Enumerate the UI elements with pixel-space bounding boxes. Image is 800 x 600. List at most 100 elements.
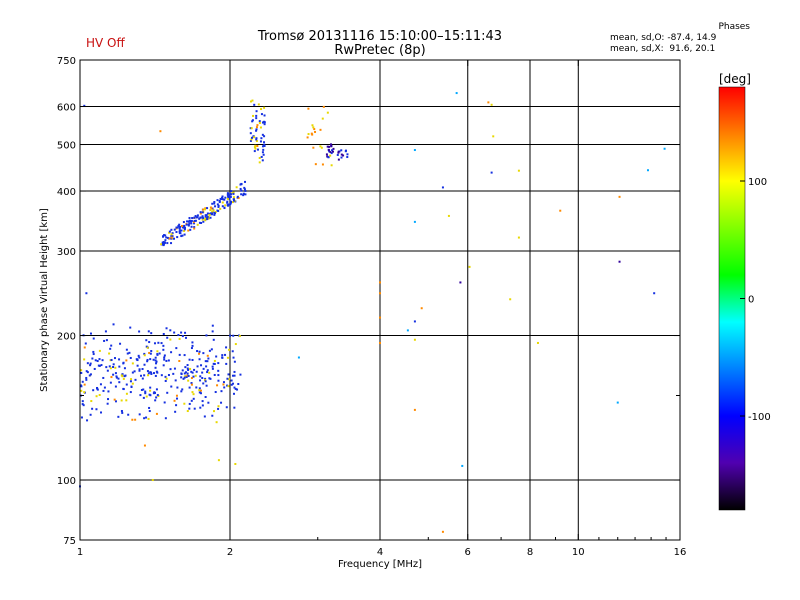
data-point bbox=[263, 141, 266, 144]
data-point bbox=[330, 152, 333, 155]
data-point bbox=[109, 367, 112, 370]
data-point bbox=[188, 407, 191, 410]
data-point bbox=[148, 410, 151, 413]
data-point bbox=[441, 186, 444, 189]
data-point bbox=[198, 350, 201, 353]
data-point bbox=[178, 225, 181, 228]
y-tick-label: 300 bbox=[57, 247, 76, 258]
data-point bbox=[232, 191, 235, 194]
data-point bbox=[311, 124, 314, 127]
data-point bbox=[490, 103, 493, 106]
data-point bbox=[646, 169, 649, 172]
data-point bbox=[255, 138, 258, 141]
data-point bbox=[213, 373, 216, 376]
data-point bbox=[254, 147, 257, 150]
data-point bbox=[95, 395, 98, 398]
data-point bbox=[106, 402, 109, 405]
data-point bbox=[173, 367, 176, 370]
data-point bbox=[216, 384, 219, 387]
data-point bbox=[263, 144, 266, 147]
data-point bbox=[166, 391, 169, 394]
data-point bbox=[165, 377, 168, 380]
data-point bbox=[137, 354, 140, 357]
data-point bbox=[251, 120, 254, 123]
data-point bbox=[190, 219, 193, 222]
data-point bbox=[192, 397, 195, 400]
data-point bbox=[237, 383, 240, 386]
data-point bbox=[221, 201, 224, 204]
data-point bbox=[198, 387, 201, 390]
data-point bbox=[128, 351, 131, 354]
data-point bbox=[253, 103, 256, 106]
data-point bbox=[89, 362, 92, 365]
data-point bbox=[340, 149, 343, 152]
data-point bbox=[258, 120, 261, 123]
data-point bbox=[91, 357, 94, 360]
data-point bbox=[117, 415, 120, 418]
data-point bbox=[86, 371, 89, 374]
data-point bbox=[306, 136, 309, 139]
data-point bbox=[114, 357, 117, 360]
data-point bbox=[213, 201, 216, 204]
data-point bbox=[188, 386, 191, 389]
data-point bbox=[206, 354, 209, 357]
data-point bbox=[217, 405, 220, 408]
x-tick-label: 6 bbox=[465, 547, 471, 558]
data-point bbox=[184, 375, 187, 378]
data-point bbox=[166, 242, 169, 245]
data-point bbox=[346, 153, 349, 156]
data-point bbox=[131, 382, 134, 385]
data-point bbox=[149, 352, 152, 355]
data-point bbox=[223, 206, 226, 209]
data-point bbox=[490, 171, 493, 174]
data-point bbox=[236, 388, 239, 391]
data-point bbox=[136, 359, 139, 362]
data-point bbox=[210, 213, 213, 216]
data-point bbox=[253, 146, 256, 149]
data-point bbox=[118, 381, 121, 384]
data-point bbox=[115, 375, 118, 378]
data-point bbox=[156, 371, 159, 374]
data-point bbox=[114, 385, 117, 388]
data-point bbox=[263, 114, 266, 117]
data-point bbox=[164, 239, 167, 242]
colorbar-tick-label: -100 bbox=[748, 412, 771, 423]
data-point bbox=[255, 126, 258, 129]
data-point bbox=[258, 121, 261, 124]
data-point bbox=[312, 126, 315, 129]
data-point bbox=[152, 372, 155, 375]
data-point bbox=[663, 147, 666, 150]
data-point bbox=[229, 195, 232, 198]
data-point bbox=[202, 217, 205, 220]
data-point bbox=[199, 379, 202, 382]
data-point bbox=[183, 228, 186, 231]
data-point bbox=[379, 281, 381, 284]
data-point bbox=[174, 379, 177, 382]
y-tick-label: 750 bbox=[57, 56, 76, 67]
data-point bbox=[230, 379, 233, 382]
data-point bbox=[122, 388, 125, 391]
colorbar-label: [deg] bbox=[719, 72, 751, 86]
data-point bbox=[120, 409, 123, 412]
data-point bbox=[143, 352, 146, 355]
data-point bbox=[129, 391, 132, 394]
data-point bbox=[198, 352, 201, 355]
data-point bbox=[172, 372, 175, 375]
data-point bbox=[155, 396, 158, 399]
data-point bbox=[193, 407, 196, 410]
x-tick-label: 2 bbox=[227, 547, 233, 558]
data-point bbox=[125, 399, 128, 402]
data-point bbox=[134, 418, 137, 421]
data-point bbox=[195, 370, 198, 373]
data-point bbox=[192, 393, 195, 396]
data-point bbox=[325, 153, 328, 156]
data-point bbox=[163, 234, 166, 237]
data-point bbox=[163, 358, 166, 361]
data-point bbox=[154, 366, 157, 369]
data-point bbox=[143, 374, 146, 377]
data-point bbox=[162, 364, 165, 367]
data-point bbox=[257, 103, 260, 106]
data-point bbox=[86, 419, 89, 422]
data-point bbox=[173, 228, 176, 231]
data-point bbox=[139, 394, 142, 397]
